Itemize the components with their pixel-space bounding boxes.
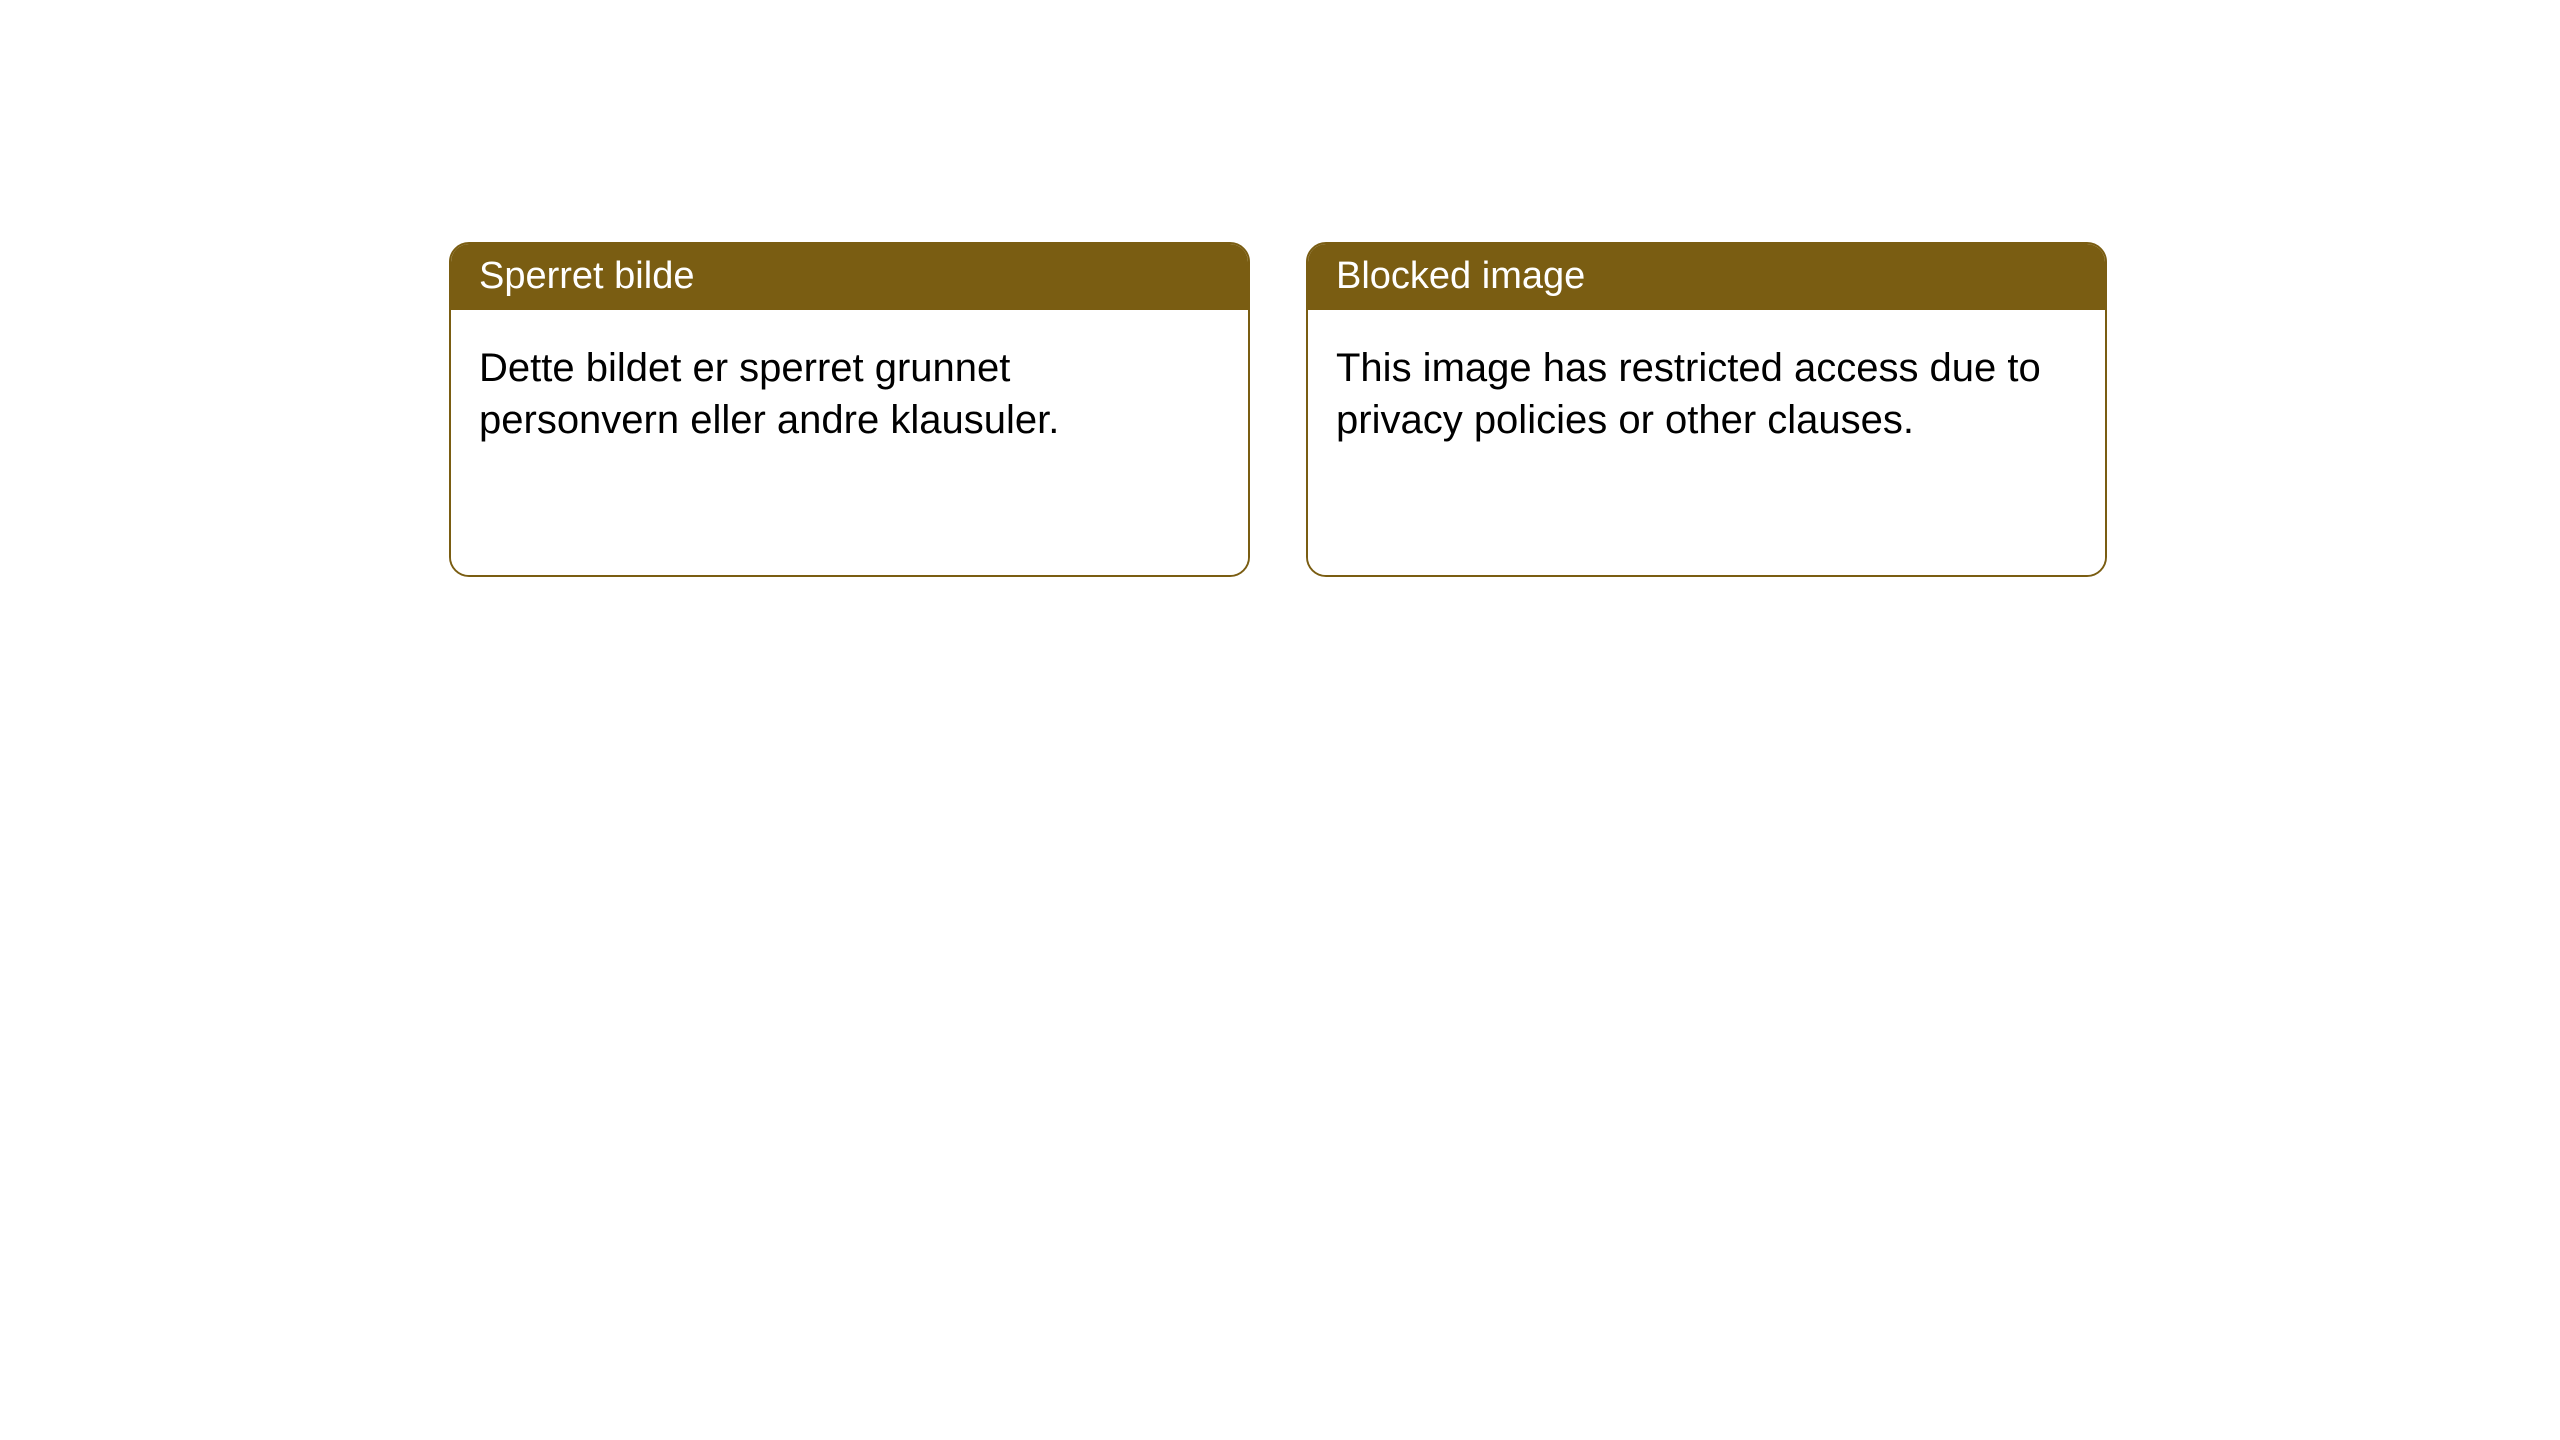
card-title: Sperret bilde xyxy=(479,255,694,297)
card-header: Sperret bilde xyxy=(451,244,1248,310)
card-body-text: Dette bildet er sperret grunnet personve… xyxy=(479,346,1059,442)
card-body: This image has restricted access due to … xyxy=(1308,310,2105,575)
card-body-text: This image has restricted access due to … xyxy=(1336,346,2041,442)
blocked-image-card-no: Sperret bilde Dette bildet er sperret gr… xyxy=(449,242,1250,577)
card-header: Blocked image xyxy=(1308,244,2105,310)
blocked-image-card-en: Blocked image This image has restricted … xyxy=(1306,242,2107,577)
notice-container: Sperret bilde Dette bildet er sperret gr… xyxy=(0,0,2560,577)
card-title: Blocked image xyxy=(1336,255,1585,297)
card-body: Dette bildet er sperret grunnet personve… xyxy=(451,310,1248,575)
